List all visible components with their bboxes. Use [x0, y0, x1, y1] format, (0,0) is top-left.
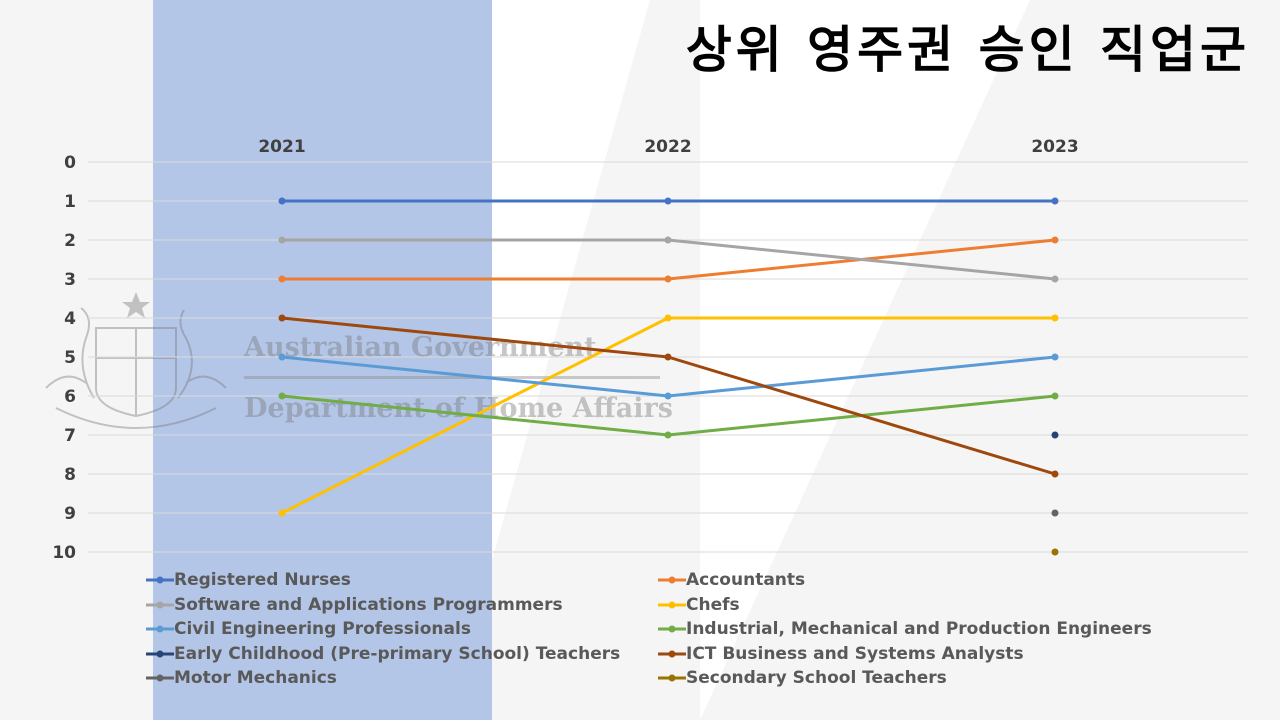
data-point [664, 392, 672, 400]
legend-swatch [146, 576, 174, 584]
legend-swatch [146, 650, 174, 658]
y-tick-label: 2 [64, 231, 76, 251]
data-point [1051, 314, 1059, 322]
legend-item: Early Childhood (Pre-primary School) Tea… [146, 642, 658, 667]
legend-swatch [146, 601, 174, 609]
data-point [664, 353, 672, 361]
y-tick-label: 9 [64, 504, 76, 524]
legend-item: Industrial, Mechanical and Production En… [658, 617, 1198, 642]
x-tick-label: 2022 [644, 137, 691, 157]
legend-item: Motor Mechanics [146, 666, 658, 691]
series-line-5 [281, 394, 1056, 437]
y-tick-label: 6 [64, 387, 76, 407]
y-tick-label: 7 [64, 426, 76, 446]
data-point [1051, 431, 1059, 439]
legend-label: Secondary School Teachers [686, 668, 947, 689]
legend-swatch [146, 674, 174, 682]
data-point [664, 431, 672, 439]
legend-label: Accountants [686, 570, 806, 591]
legend-label: Early Childhood (Pre-primary School) Tea… [174, 643, 621, 664]
legend-label: ICT Business and Systems Analysts [686, 643, 1024, 664]
series-line-1 [282, 238, 1056, 281]
data-point [278, 236, 286, 244]
legend-label: Industrial, Mechanical and Production En… [686, 619, 1152, 640]
data-point [1051, 509, 1059, 517]
y-tick-label: 0 [64, 153, 76, 173]
legend-item: Chefs [658, 593, 1198, 618]
legend-swatch [658, 674, 686, 682]
data-point [1051, 197, 1059, 205]
data-point [664, 314, 672, 322]
y-tick-label: 5 [64, 348, 76, 368]
legend-item: Software and Applications Programmers [146, 593, 658, 618]
legend-item: Accountants [658, 568, 1198, 593]
data-point [278, 392, 286, 400]
legend-label: Registered Nurses [174, 570, 351, 591]
data-point [664, 236, 672, 244]
data-point [1051, 275, 1059, 283]
data-point [278, 197, 286, 205]
y-tick-label: 4 [64, 309, 76, 329]
y-tick-label: 3 [64, 270, 76, 290]
series-line-2 [282, 238, 1056, 281]
legend-label: Motor Mechanics [174, 668, 337, 689]
data-point [278, 509, 286, 517]
legend-swatch [658, 625, 686, 633]
legend-label: Chefs [686, 594, 740, 615]
legend-label: Software and Applications Programmers [174, 594, 563, 615]
data-point [1051, 470, 1059, 478]
data-point [278, 275, 286, 283]
legend-swatch [658, 601, 686, 609]
series-line-3 [281, 316, 1055, 515]
data-point [1051, 392, 1059, 400]
y-tick-label: 10 [52, 543, 76, 563]
x-tick-label: 2021 [258, 137, 305, 157]
legend-item: ICT Business and Systems Analysts [658, 642, 1198, 667]
y-tick-label: 8 [64, 465, 76, 485]
legend-swatch [146, 625, 174, 633]
x-tick-label: 2023 [1031, 137, 1078, 157]
page-title: 상위 영주권 승인 직업군 [685, 21, 1250, 79]
series-line-4 [281, 355, 1056, 398]
legend-swatch [658, 650, 686, 658]
chart-legend: Registered Nurses Accountants Software and… [146, 568, 1206, 691]
legend-item: Secondary School Teachers [658, 666, 1198, 691]
data-point [1051, 236, 1059, 244]
data-point [1051, 548, 1059, 556]
data-point [664, 197, 672, 205]
legend-swatch [658, 576, 686, 584]
data-point [664, 275, 672, 283]
legend-item: Registered Nurses [146, 568, 658, 593]
legend-item: Civil Engineering Professionals [146, 617, 658, 642]
y-tick-label: 1 [64, 192, 76, 212]
watermark-divider [244, 376, 660, 379]
data-point [278, 314, 286, 322]
legend-label: Civil Engineering Professionals [174, 619, 471, 640]
data-point [278, 353, 286, 361]
data-point [1051, 353, 1059, 361]
